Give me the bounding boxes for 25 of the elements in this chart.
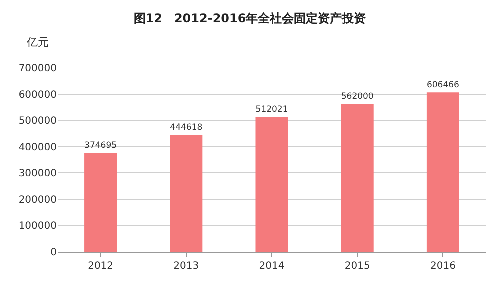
bar [170,135,203,252]
bar [256,117,288,252]
y-tick-label: 100000 [18,221,57,232]
y-tick-label: 600000 [18,90,57,101]
x-tick-label: 2012 [88,261,114,272]
y-axis-title: 亿元 [26,36,49,49]
data-label: 606466 [426,80,460,90]
y-tick-label: 200000 [18,194,57,206]
bar [84,154,118,252]
y-tick-label: 300000 [18,168,57,180]
x-tick-label: 2013 [174,261,200,272]
chart-title: 图12 2012-2016年全社会固定资产投资 [134,12,366,26]
y-tick-label: 500000 [18,116,57,128]
bar [341,104,374,252]
x-tick-label: 2016 [430,261,456,272]
x-tick-label: 2014 [259,261,285,272]
data-label: 374695 [84,141,118,152]
x-tick-label: 2015 [344,261,370,272]
y-tick-label: 700000 [18,64,57,74]
data-label: 512021 [256,105,288,116]
bar [426,92,460,252]
y-tick-label: 400000 [18,142,57,154]
y-tick-label: 0 [50,248,57,258]
data-label: 444618 [170,122,203,133]
data-label: 562000 [341,92,374,102]
